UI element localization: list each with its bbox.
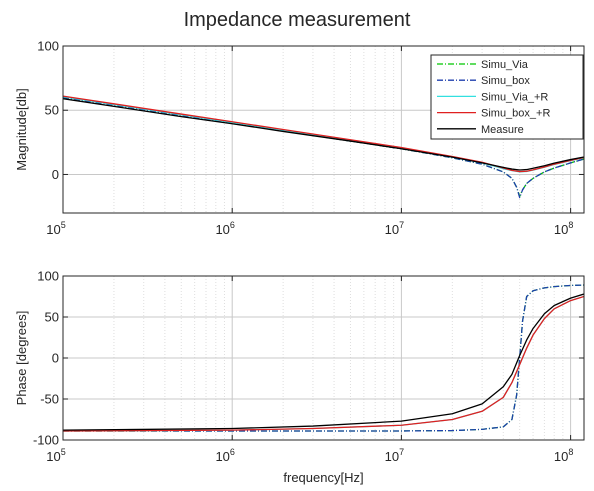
- series-group: [63, 95, 584, 199]
- y-tick-label: 100: [37, 39, 59, 54]
- y-tick-label: 100: [37, 269, 59, 284]
- legend-label-Simu_Via: Simu_Via: [481, 59, 529, 71]
- x-tick-base: 10: [554, 449, 568, 464]
- x-tick-exponent: 5: [61, 220, 66, 230]
- y-tick-label: 0: [52, 351, 59, 366]
- y-axis-label: Magnitude[db]: [14, 88, 29, 170]
- x-tick-exponent: 8: [568, 220, 573, 230]
- x-tick-base: 10: [554, 222, 568, 237]
- figure-title: Impedance measurement: [184, 9, 411, 31]
- x-tick-exponent: 6: [230, 220, 235, 230]
- y-tick-label: 50: [45, 103, 59, 118]
- legend-label-Simu_box_+R: Simu_box_+R: [481, 108, 550, 120]
- y-tick-label: 0: [52, 167, 59, 182]
- x-tick-label: 108: [554, 447, 573, 464]
- x-tick-exponent: 7: [399, 447, 404, 457]
- x-tick-base: 10: [385, 222, 399, 237]
- x-tick-exponent: 6: [230, 447, 235, 457]
- series-group: [63, 284, 584, 432]
- axes-box: [62, 45, 585, 214]
- x-tick-label: 105: [46, 447, 65, 464]
- series-line-Simu_box: [63, 284, 584, 432]
- x-tick-base: 10: [46, 449, 60, 464]
- x-tick-exponent: 7: [399, 220, 404, 230]
- series-line-Measure: [63, 293, 584, 431]
- legend-label-Simu_box: Simu_box: [481, 75, 530, 87]
- x-tick-label: 107: [385, 447, 404, 464]
- legend: Simu_Via Simu_box Simu_Via_+R Simu_box_+R Me…: [430, 54, 584, 140]
- x-tick-base: 10: [215, 449, 229, 464]
- x-tick-exponent: 5: [61, 447, 66, 457]
- x-tick-base: 10: [215, 222, 229, 237]
- x-tick-label: 106: [215, 447, 234, 464]
- y-axis-label: Phase [degrees]: [14, 311, 29, 406]
- legend-label-Simu_Via_+R: Simu_Via_+R: [481, 91, 548, 103]
- magnitude-panel: 105 106 107 108050100Magnitude[db]Simu_ViaS…: [14, 39, 585, 237]
- x-tick-label: 108: [554, 220, 573, 237]
- x-tick-label: 105: [46, 220, 65, 237]
- x-tick-exponent: 8: [568, 447, 573, 457]
- x-tick-label: 107: [385, 220, 404, 237]
- x-tick-base: 10: [385, 449, 399, 464]
- y-tick-label: -100: [33, 433, 59, 448]
- grid: [62, 275, 584, 441]
- legend-label-Measure: Measure: [481, 124, 524, 136]
- x-tick-base: 10: [46, 222, 60, 237]
- series-line-Simu_box_+R: [63, 295, 584, 432]
- y-tick-label: -50: [40, 392, 59, 407]
- y-tick-label: 50: [45, 310, 59, 325]
- x-axis-label: frequency[Hz]: [283, 470, 363, 485]
- x-tick-label: 106: [215, 220, 234, 237]
- series-line-Measure: [63, 98, 584, 171]
